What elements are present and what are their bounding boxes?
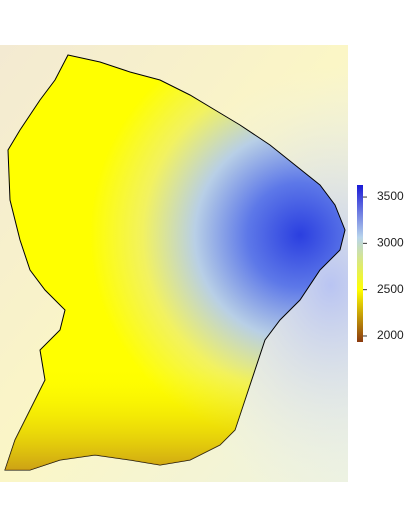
colorbar-tick-label: 3000 [377, 236, 404, 250]
colorbar-tick-label: 3500 [377, 189, 404, 203]
colorbar-tick-label: 2000 [377, 328, 404, 342]
territory-south-shade [5, 55, 345, 470]
colorbar-tick-label: 2500 [377, 282, 404, 296]
colorbar [357, 185, 363, 342]
